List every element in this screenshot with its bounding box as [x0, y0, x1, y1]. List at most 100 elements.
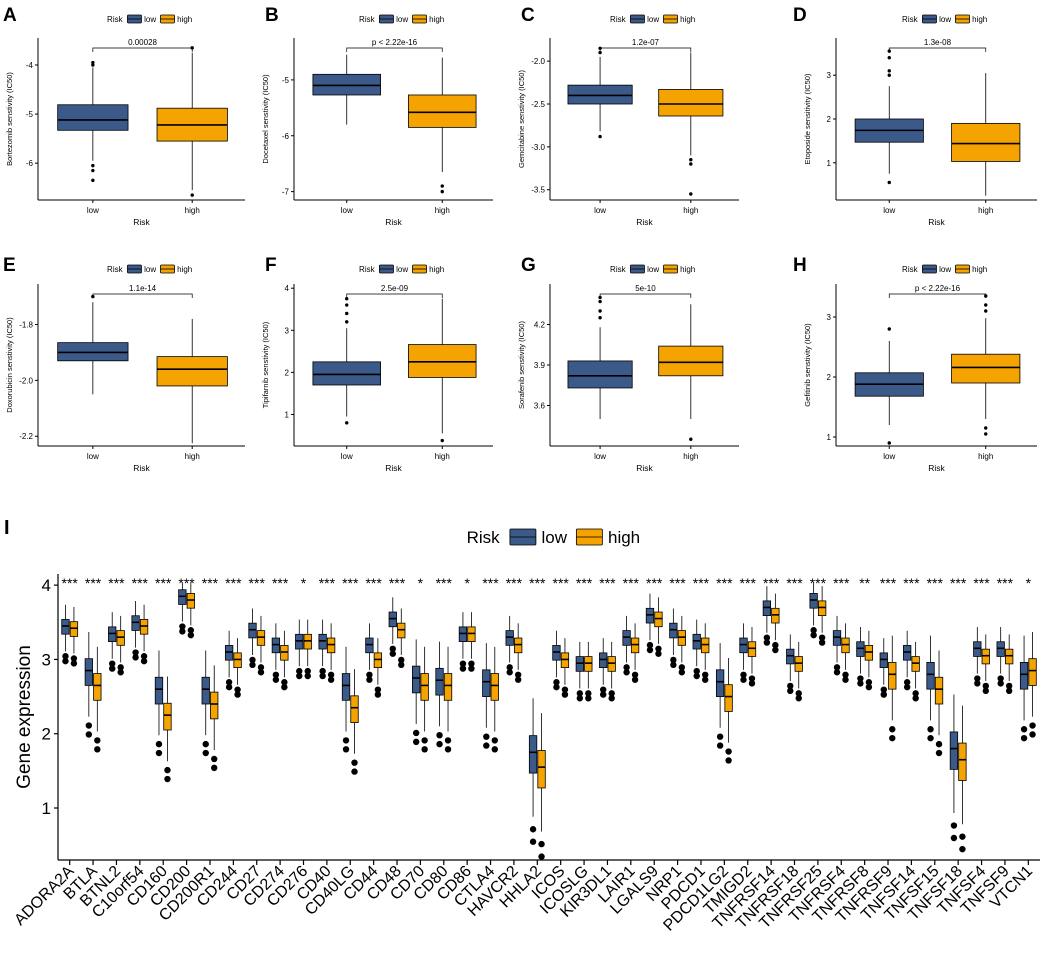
panel-a-low-outlier	[91, 63, 95, 67]
panel-b-x-label: Risk	[385, 217, 402, 227]
panel-b-legend-label-low: low	[396, 15, 408, 24]
panel-i-tnfsf14-low-outlier	[903, 683, 911, 691]
panel-i-tnfrsf8-low-outlier	[857, 675, 864, 682]
panel-i-cd86-low-outlier	[459, 665, 467, 672]
panel-i-icos-high-outlier	[561, 691, 569, 698]
panel-g-y-tick-label: 3.9	[534, 361, 546, 370]
panel-g-legend-label-low: low	[647, 265, 659, 274]
panel-i-btnl2-low-box	[108, 626, 117, 642]
panel-i-nrp1-significance: ***	[669, 575, 686, 591]
panel-i-vtcn1-high-box	[1028, 658, 1037, 686]
panel-i-y-tick-label: 4	[42, 576, 51, 595]
panel-e-y-tick-label: -2.0	[19, 376, 33, 385]
panel-i-tmigd2-low-outlier	[740, 671, 747, 679]
panel-d-low-outlier	[887, 180, 891, 185]
panel-i-c10orf54-high-outlier	[140, 653, 148, 660]
panel-i-cd200r1-significance: ***	[202, 575, 219, 591]
panel-f-y-tick-label: 1	[285, 410, 290, 419]
panel-h-high-box	[951, 353, 1021, 384]
panel-c-y-tick-label: -3.5	[531, 186, 545, 195]
panel-b-letter: B	[265, 5, 279, 26]
panel-i-cd48-low-outlier	[389, 650, 396, 657]
panel-a-low-outlier	[91, 178, 95, 183]
panel-i-nrp1-low-outlier	[670, 656, 677, 664]
panel-i-tnfsf18-significance: ***	[950, 575, 967, 591]
panel-i-cd244-low-outlier	[225, 679, 233, 686]
panel-i-cd274-low-box	[271, 637, 281, 654]
panel-i-ctla4-high-box	[490, 673, 499, 701]
panel-d-low-outlier	[887, 56, 891, 60]
panel-i-icoslg-high-outlier	[585, 695, 592, 702]
panel-i-lgals9-high-outlier	[655, 645, 662, 653]
panel-i-tnfsf9-high-outlier	[1005, 682, 1013, 690]
panel-d-low-outlier	[887, 73, 891, 77]
panel-i-tnfrsf14-significance: ***	[763, 575, 780, 591]
panel-g-low-outlier	[598, 299, 602, 304]
panel-i-tnfrsf25-low-outlier	[810, 627, 817, 634]
panel-i-tnfsf14-high-outlier	[912, 690, 919, 697]
panel-b-x-tick-label-high: high	[435, 206, 450, 215]
panel-i-cd44-high-box	[373, 652, 383, 668]
panel-i-cd200r1-high-box	[210, 691, 219, 720]
panel-i-tnfrsf18-high-outlier	[795, 695, 802, 702]
panel-i-kir3dl1-high-box	[607, 656, 616, 672]
panel-i-tnfsf14-high-outlier	[912, 695, 919, 702]
panel-i-lair1-high-box	[630, 637, 640, 654]
panel-i-btla-low-outlier	[85, 722, 93, 729]
panel-d-y-tick-label: 2	[827, 115, 832, 124]
panel-i-cd276-high-box	[303, 633, 312, 650]
panel-i-tmigd2-high-box	[747, 641, 757, 657]
panel-i-nrp1-low-box	[669, 622, 678, 639]
panel-i-cd48-high-outlier	[398, 656, 405, 664]
panel-e-high-box	[156, 356, 228, 387]
panel-i-nrp1-high-outlier	[678, 669, 686, 676]
panel-i-pdcd1lg2-high-outlier	[725, 748, 732, 755]
panel-i-hhla2-low-outlier	[529, 826, 537, 833]
panel-i-cd200r1-low-outlier	[202, 740, 209, 748]
panel-i-btla-significance: ***	[85, 575, 102, 591]
panel-i-tnfrsf8-significance: **	[859, 575, 870, 591]
panel-i-pdcd1-high-box	[701, 637, 710, 654]
panel-e-pvalue-bracket	[92, 293, 193, 298]
panel-i-lair1-high-outlier	[631, 671, 639, 679]
panel-i-y-tick-label: 3	[42, 650, 51, 669]
panel-a-x-tick-label-low: low	[87, 206, 99, 215]
panel-a-pvalue: 0.00028	[128, 38, 157, 47]
panel-i-pdcd1lg2-high-outlier	[725, 757, 732, 764]
panel-i-cd70-high-outlier	[421, 737, 428, 744]
panel-i-lgals9-significance: ***	[646, 575, 663, 591]
panel-i-tnfrsf4-low-outlier	[833, 664, 841, 671]
panel-d-y-tick-label: 3	[827, 71, 832, 80]
panel-a-x-label: Risk	[133, 217, 150, 227]
panel-i-vtcn1-low-outlier	[1020, 734, 1028, 742]
panel-i-icoslg-low-outlier	[576, 695, 584, 702]
panel-i-tnfsf15-low-box	[926, 662, 935, 690]
panel-a-high-outlier	[190, 193, 194, 197]
panel-c-pvalue: 1.2e-07	[632, 38, 660, 47]
panel-c-legend: Risk low high	[610, 14, 695, 24]
panel-i-btnl2-low-outlier	[109, 665, 116, 672]
panel-e-y-label: Doxorubicin senstivity (IC50)	[5, 317, 14, 413]
panel-i-havcr2-significance: ***	[506, 575, 523, 591]
panel-i-tnfrsf14-low-box	[762, 600, 772, 616]
panel-d-legend-label-high: high	[972, 15, 987, 24]
panel-e-y-tick-label: -1.8	[19, 321, 33, 330]
panel-f-low-outlier	[345, 311, 349, 316]
panel-i-icos-significance: ***	[553, 575, 570, 591]
panel-d-y-tick-label: 1	[827, 159, 832, 168]
panel-i-tnfrsf8-high-outlier	[865, 683, 873, 691]
panel-i-icoslg-significance: ***	[576, 575, 593, 591]
panel-i-legend-label-low: low	[542, 528, 568, 547]
panel-i-cd160-high-box	[163, 702, 172, 731]
panel-i-icos-low-outlier	[553, 679, 560, 686]
panel-i-havcr2-high-outlier	[514, 676, 522, 683]
panel-i-pdcd1lg2-low-box	[715, 669, 725, 697]
panel-g: G 4.2 3.9 3.6 Sorafenib senstivity (IC50) low…	[517, 255, 739, 473]
panel-e-y-tick-label: -2.2	[19, 432, 33, 441]
panel-i-kir3dl1-high-outlier	[608, 690, 615, 697]
panel-i-tmigd2-low-outlier	[740, 676, 747, 683]
panel-g-x-label: Risk	[636, 463, 653, 473]
panel-i-tnfsf4-high-box	[981, 648, 990, 665]
panel-i-icoslg-low-box	[575, 656, 584, 672]
